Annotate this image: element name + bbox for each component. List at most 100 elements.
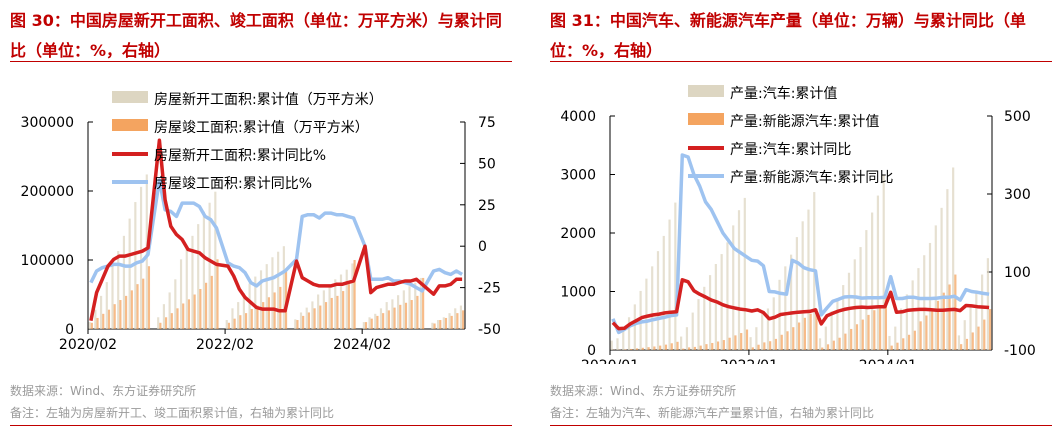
bar-new_start_cum — [248, 283, 251, 329]
bar-vehicle_cum — [940, 207, 943, 350]
legend-swatch-bar — [688, 113, 724, 125]
bar-completed_cum — [336, 295, 339, 329]
bar-completed_cum — [239, 315, 242, 329]
bar-ev_cum — [873, 310, 876, 350]
bar-new_start_cum — [368, 317, 371, 329]
bar-completed_cum — [387, 310, 390, 329]
bar-completed_cum — [130, 290, 133, 329]
bar-new_start_cum — [128, 218, 131, 329]
bar-ev_cum — [948, 284, 951, 350]
bar-ev_cum — [786, 331, 789, 350]
bar-new_start_cum — [162, 304, 165, 329]
bar-vehicle_cum — [923, 255, 926, 350]
y-left-tick-label: 0 — [65, 322, 74, 338]
bar-new_start_cum — [265, 264, 268, 329]
bar-vehicle_cum — [871, 212, 874, 350]
bar-completed_cum — [227, 322, 231, 329]
bar-vehicle_cum — [766, 308, 770, 350]
bar-ev_cum — [884, 294, 888, 350]
bar-completed_cum — [456, 313, 459, 329]
bar-new_start_cum — [191, 235, 194, 329]
bar-completed_cum — [170, 313, 173, 329]
y-left-tick-label: 100000 — [21, 253, 74, 269]
bar-ev_cum — [722, 340, 725, 350]
bar-vehicle_cum — [708, 275, 712, 350]
bar-new_start_cum — [402, 290, 405, 329]
bar-ev_cum — [919, 321, 922, 350]
y-left-tick-label: 2000 — [560, 226, 596, 242]
x-tick-label: 2020/02 — [59, 337, 117, 353]
bar-completed_cum — [433, 323, 436, 329]
footnote: 备注：左轴为房屋新开工、竣工面积累计值，右轴为累计同比 — [10, 406, 335, 420]
bar-vehicle_cum — [807, 209, 810, 350]
bar-vehicle_cum — [969, 305, 972, 350]
bar-vehicle_cum — [703, 286, 706, 350]
bar-ev_cum — [664, 344, 668, 350]
bar-new_start_cum — [237, 302, 240, 329]
bar-vehicle_cum — [830, 311, 833, 350]
bar-vehicle_cum — [749, 337, 752, 350]
line-new_start_yoy — [89, 138, 463, 322]
y-left-tick-label: 200000 — [21, 184, 74, 200]
chart-panel-vehicle: 图 31：中国汽车、新能源汽车产量（单位：万辆）与累计同比（单位：%，右轴） 4… — [540, 0, 1061, 431]
bar-vehicle_cum — [691, 312, 694, 350]
y-right-tick-label: -100 — [1004, 343, 1036, 359]
y-left-tick-label: 3000 — [560, 168, 596, 184]
legend-label: 产量:新能源汽车:累计值 — [730, 113, 879, 130]
bar-completed_cum — [376, 315, 379, 329]
bar-vehicle_cum — [720, 254, 723, 350]
bar-vehicle_cum — [818, 338, 822, 350]
bar-new_start_cum — [254, 276, 257, 329]
bar-new_start_cum — [374, 313, 377, 329]
bar-new_start_cum — [282, 246, 285, 329]
bar-completed_cum — [307, 312, 310, 329]
y-right-tick-label: -50 — [478, 322, 501, 338]
bar-vehicle_cum — [697, 299, 700, 350]
bar-completed_cum — [353, 260, 356, 329]
y-left-tick-label: 0 — [587, 343, 596, 359]
bar-completed_cum — [319, 305, 322, 329]
bar-vehicle_cum — [847, 272, 851, 350]
bar-ev_cum — [705, 344, 708, 350]
chart-title: 图 31：中国汽车、新能源汽车产量（单位：万辆）与累计同比（单位：%，右轴） — [550, 11, 1026, 60]
bar-completed_cum — [313, 308, 316, 329]
bar-ev_cum — [965, 338, 969, 350]
bar-completed_cum — [330, 297, 333, 329]
chart-panel-housing: 图 30：中国房屋新开工面积、竣工面积（单位：万平方米）与累计同比（单位：%，右… — [0, 0, 520, 431]
y-right-tick-label: 100 — [1004, 265, 1031, 281]
bar-new_start_cum — [379, 308, 383, 329]
bar-completed_cum — [382, 313, 385, 329]
bar-new_start_cum — [322, 290, 325, 329]
bar-ev_cum — [907, 334, 911, 350]
bar-completed_cum — [119, 300, 122, 329]
bar-completed_cum — [233, 318, 236, 329]
line-vehicle_yoy — [611, 278, 990, 331]
bar-vehicle_cum — [790, 254, 793, 350]
bar-new_start_cum — [174, 279, 177, 329]
bar-completed_cum — [199, 288, 202, 329]
x-tick-label: 2022/02 — [196, 337, 254, 353]
bar-vehicle_cum — [737, 210, 741, 350]
bar-vehicle_cum — [888, 335, 891, 350]
y-right-tick-label: 50 — [478, 156, 496, 172]
bar-new_start_cum — [391, 299, 394, 329]
bar-completed_cum — [399, 304, 402, 329]
bar-vehicle_cum — [755, 327, 758, 350]
bar-vehicle_cum — [957, 335, 961, 350]
bar-vehicle_cum — [656, 251, 660, 350]
x-tick-label: 2024/01 — [859, 358, 917, 364]
bar-completed_cum — [182, 303, 185, 329]
y-right-tick-label: 75 — [478, 115, 496, 131]
line-ev_yoy — [611, 153, 990, 335]
bar-completed_cum — [302, 315, 305, 329]
bar-new_start_cum — [208, 202, 211, 329]
bar-new_start_cum — [185, 247, 188, 329]
bar-new_start_cum — [397, 295, 400, 329]
title-divider — [550, 61, 1052, 62]
bar-ev_cum — [867, 314, 870, 350]
bar-vehicle_cum — [963, 320, 966, 350]
bar-ev_cum — [931, 309, 934, 350]
footer-divider — [10, 425, 512, 426]
bar-ev_cum — [647, 347, 650, 350]
bar-vehicle_cum — [610, 340, 613, 350]
